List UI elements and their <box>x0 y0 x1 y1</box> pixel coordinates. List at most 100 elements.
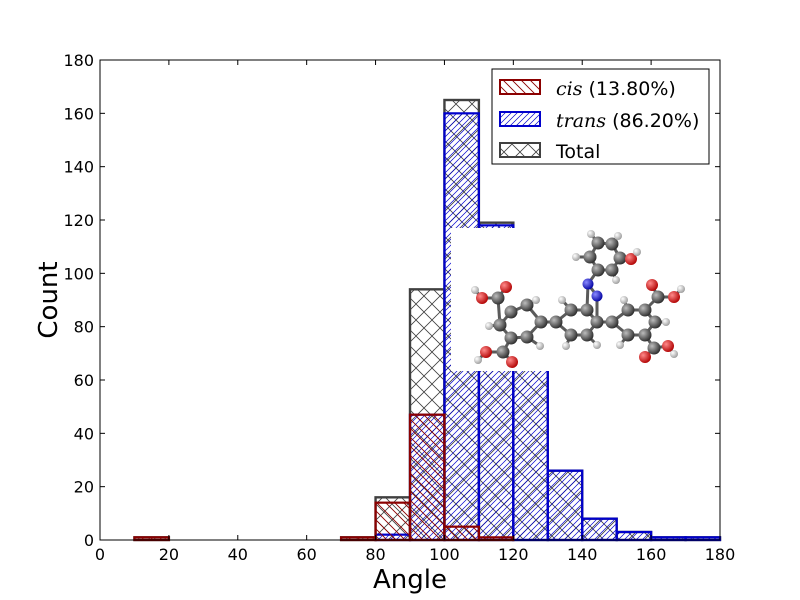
molecule-atom <box>662 340 674 352</box>
legend-label-total: Total <box>555 141 600 163</box>
molecule-atoms <box>471 230 685 368</box>
x-tick-label: 180 <box>705 545 736 564</box>
molecule-atom <box>471 286 479 294</box>
molecule-atom <box>580 328 594 342</box>
legend-swatch-trans <box>499 111 541 127</box>
molecule-atom <box>520 330 534 344</box>
x-axis-ticks: 0 20 40 60 80 100 120 140 160 180 <box>95 60 735 564</box>
legend-label-trans-suffix: (86.20%) <box>606 110 699 132</box>
x-tick-label: 100 <box>429 545 460 564</box>
y-axis-title: Count <box>34 261 64 338</box>
molecule-atom <box>558 296 566 304</box>
molecule-atom <box>582 278 594 290</box>
y-tick-label: 60 <box>74 371 94 390</box>
molecule-atom <box>605 237 619 251</box>
y-tick-label: 0 <box>84 531 94 550</box>
x-axis-title: Angle <box>373 565 447 595</box>
molecule-atom <box>532 296 540 304</box>
y-tick-label: 40 <box>74 424 94 443</box>
molecule-atom <box>583 250 597 264</box>
molecule-atom <box>616 341 624 349</box>
molecule-atom <box>605 263 619 277</box>
x-tick-label: 80 <box>365 545 385 564</box>
molecule-atom <box>662 318 670 326</box>
molecule-atom <box>605 315 619 329</box>
molecule-atom <box>500 281 512 293</box>
y-tick-label: 120 <box>63 211 94 230</box>
legend-swatch-total <box>499 142 541 158</box>
molecule-atom <box>587 230 595 238</box>
molecule-atom <box>633 248 641 256</box>
bar-trans-140 <box>581 517 618 542</box>
molecule-atom <box>504 331 518 345</box>
molecule-atom <box>520 298 534 312</box>
x-tick-label: 160 <box>636 545 667 564</box>
molecule-atom <box>646 279 658 291</box>
molecule-atom <box>648 315 662 329</box>
molecule-atom <box>491 291 505 305</box>
y-tick-label: 80 <box>74 318 94 337</box>
plot-frame <box>99 59 721 541</box>
molecule-atom <box>638 303 652 317</box>
molecule-atom <box>564 328 578 342</box>
legend-label-cis: cis (13.80%) <box>556 78 676 100</box>
molecule-atom <box>590 315 604 329</box>
molecule-atom <box>651 290 665 304</box>
molecule-atom <box>613 251 627 265</box>
bar-cis-90 <box>408 413 446 542</box>
y-tick-label: 180 <box>63 51 94 70</box>
molecule-atom <box>593 341 601 349</box>
molecule-atom <box>506 356 518 368</box>
molecule-atom <box>620 296 628 304</box>
molecule-atom <box>639 351 651 363</box>
molecule-atom <box>647 341 661 355</box>
molecule-atom <box>549 315 563 329</box>
molecule-atom <box>591 263 605 277</box>
molecule-atom <box>591 290 603 302</box>
molecule-atom <box>621 303 635 317</box>
molecule-atom <box>670 350 678 358</box>
molecule-atom <box>621 328 635 342</box>
x-tick-label: 60 <box>296 545 316 564</box>
x-tick-label: 0 <box>95 545 105 564</box>
molecule-atom <box>614 232 622 240</box>
y-tick-label: 20 <box>74 478 94 497</box>
y-tick-label: 100 <box>63 264 94 283</box>
legend-label-cis-italic: cis <box>556 78 583 100</box>
molecule-atom <box>625 253 637 265</box>
molecule-atom <box>591 236 605 250</box>
molecule-atom <box>564 303 578 317</box>
y-tick-label: 140 <box>63 158 94 177</box>
legend-label-cis-suffix: (13.80%) <box>582 78 675 100</box>
molecule-atom <box>580 303 594 317</box>
x-tick-label: 40 <box>228 545 248 564</box>
legend-swatch-cis <box>499 79 541 95</box>
molecule-atom <box>534 315 548 329</box>
molecule-atom <box>612 276 620 284</box>
molecule-atom <box>677 285 685 293</box>
molecule-atom <box>668 291 680 303</box>
molecule-inset <box>451 228 686 371</box>
bar-cis-80 <box>374 501 412 542</box>
molecule-atom <box>572 253 580 261</box>
legend: cis (13.80%) trans (86.20%) Total <box>491 68 710 165</box>
molecule-atom <box>638 328 652 342</box>
bar-cis-100 <box>443 525 480 542</box>
x-tick-label: 20 <box>159 545 179 564</box>
molecule-atom <box>493 318 507 332</box>
bar-trans-150 <box>615 530 653 542</box>
x-tick-label: 120 <box>498 545 529 564</box>
molecule-atom <box>504 305 518 319</box>
molecule-atom <box>496 345 510 359</box>
molecule-atom <box>536 342 544 350</box>
legend-label-trans: trans (86.20%) <box>556 110 699 132</box>
molecule-atom <box>476 292 488 304</box>
x-tick-label: 140 <box>567 545 598 564</box>
molecule-atom <box>562 342 570 350</box>
y-tick-label: 160 <box>63 104 94 123</box>
y-axis-ticks: 0 20 40 60 80 100 120 140 160 180 <box>63 51 720 550</box>
molecule-atom <box>485 322 493 330</box>
legend-label-trans-italic: trans <box>556 110 606 132</box>
molecule-atom <box>480 346 492 358</box>
